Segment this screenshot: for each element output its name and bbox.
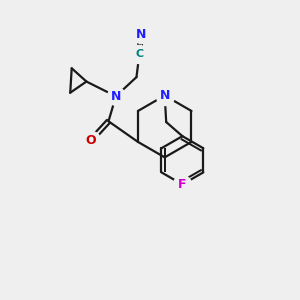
- Text: O: O: [85, 134, 96, 147]
- Text: N: N: [160, 89, 170, 102]
- Text: C: C: [135, 49, 143, 58]
- Text: F: F: [178, 178, 187, 191]
- Text: N: N: [111, 90, 121, 103]
- Text: N: N: [136, 28, 146, 41]
